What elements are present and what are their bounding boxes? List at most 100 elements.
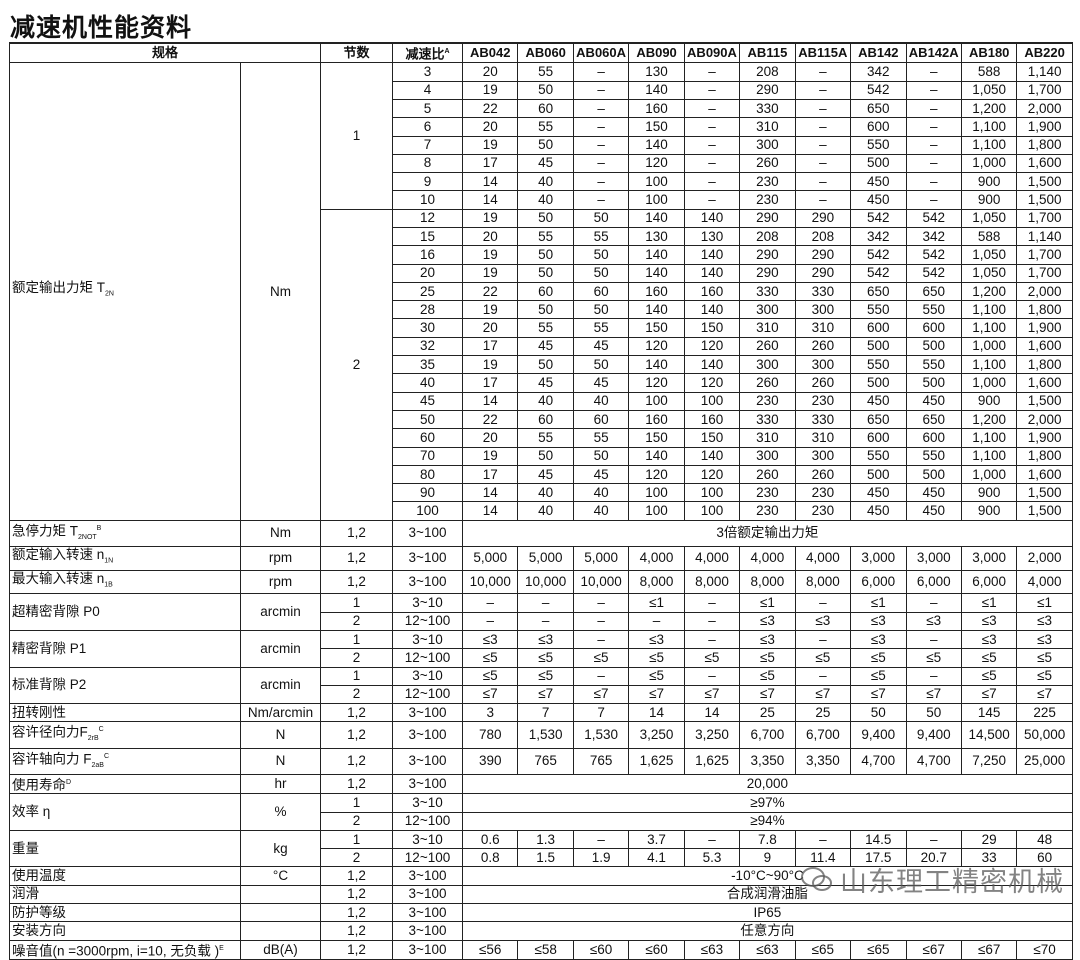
row-label: 安装方向 (9, 921, 241, 941)
row-ratio: 25 (392, 281, 464, 302)
row-label: 标准背隙 P2 (9, 666, 241, 705)
value-cell: – (905, 98, 962, 119)
value-cell-merged: 3倍额定输出力矩 (462, 519, 1073, 547)
header-row: 规格 节数 减速比A AB042 AB060 AB060A AB090 AB090A AB… (8, 42, 1073, 64)
row-label-text: 精密背隙 P1 (12, 640, 87, 656)
value-cell: 140 (683, 446, 741, 466)
row-label-text: 润滑 (12, 886, 39, 902)
value-cell: 33 (960, 848, 1018, 868)
value-cell: 900 (960, 190, 1018, 210)
table-row: 超精密背隙 P0 arcmin 1 3~10– – – ≤1– ≤1– ≤1– ≤1 ≤1 (9, 593, 1073, 631)
value-cell: 140 (628, 446, 685, 466)
value-cell: – (794, 593, 852, 613)
row-label-sub: 2N (105, 290, 114, 298)
value-cell: 3 (462, 703, 519, 723)
value-cell: 60 (517, 409, 574, 430)
value-cell: 6,700 (739, 721, 796, 749)
row-ratio: 5 (392, 98, 464, 119)
row-stage: 1 (320, 829, 394, 850)
row-ratio: 30 (392, 318, 464, 338)
row-ratio: 12~100 (392, 684, 464, 705)
value-cell: 1,100 (960, 428, 1018, 448)
value-cell: 160 (628, 98, 685, 119)
value-cell: – (683, 611, 741, 631)
value-cell: ≤7 (1016, 684, 1073, 705)
value-cell: 55 (517, 428, 574, 448)
value-cell: – (572, 135, 630, 155)
value-cell: 50,000 (1016, 721, 1073, 749)
value-cell: 14 (462, 172, 519, 192)
table-row: 100 14 40 40 100 100 230 230 450 450 900 1,500 (10, 501, 1073, 521)
value-cell: 300 (739, 446, 796, 466)
value-cell: 1,600 (1016, 373, 1073, 393)
value-cell: – (794, 172, 852, 192)
value-cell: – (683, 829, 741, 850)
value-cell: 8,000 (628, 569, 685, 595)
value-cell: – (905, 829, 962, 850)
row-unit: arcmin (239, 666, 322, 705)
value-cell: 140 (628, 263, 685, 283)
value-cell: ≤5 (628, 666, 685, 686)
row-ratio: 3~100 (392, 921, 464, 941)
row-label: 使用寿命D (9, 773, 241, 795)
value-cell: 45 (572, 464, 630, 485)
value-cell: ≤3 (1016, 629, 1073, 650)
value-cell: 3,250 (683, 721, 741, 749)
value-cell: 1,500 (1016, 483, 1073, 503)
value-cell: – (683, 666, 741, 686)
value-cell: 17 (462, 336, 519, 357)
value-cell: 50 (850, 703, 907, 723)
value-cell: 40 (572, 501, 630, 521)
value-cell: 1,800 (1016, 355, 1073, 375)
value-cell: 50 (572, 208, 630, 229)
header-model: AB090 (628, 42, 685, 64)
value-cell: 7.8 (739, 829, 796, 850)
value-cell: ≤1 (1016, 593, 1073, 613)
row-label-text: 使用温度 (12, 868, 66, 884)
value-cell: ≤7 (517, 684, 574, 705)
value-cell: ≤67 (960, 939, 1018, 960)
value-cell: 1,500 (1016, 172, 1073, 192)
value-cell: – (462, 593, 519, 613)
value-cell: 140 (628, 80, 685, 100)
table-row: 噪音值(n =3000rpm, i=10, 无负载 )E dB(A) 1,2 3~10… (9, 939, 1073, 960)
value-cell: ≤5 (850, 648, 907, 668)
table-row: 2 12~100– – – – – ≤3 ≤3 ≤3 ≤3 ≤3 ≤3 (10, 611, 1073, 631)
table-row: 容许径向力F2rBC N 1,2 3~100 780 1,530 1,530 3,250 3,2… (9, 721, 1073, 749)
value-cell: – (794, 629, 852, 650)
value-cell: 6,000 (905, 569, 962, 595)
value-cell: – (572, 829, 630, 850)
value-cell: ≤63 (739, 939, 796, 960)
row-label-sub: 2aB (91, 761, 104, 769)
row-label-sub: 2rB (87, 735, 99, 743)
row-ratio: 12~100 (392, 648, 464, 668)
value-cell: 50 (572, 300, 630, 320)
table-row: 润滑 1,2 3~100 合成润滑油脂 (9, 884, 1073, 905)
row-ratio: 10 (392, 190, 464, 210)
row-stage: 1,2 (320, 939, 394, 960)
value-cell: 780 (462, 721, 519, 749)
value-cell: ≤3 (960, 629, 1018, 650)
value-cell: 150 (628, 428, 685, 448)
table-row: 40 17 45 45 120 120 260 260 500 500 1,000 1,600 (10, 373, 1073, 393)
row-stage: 1 (320, 793, 394, 813)
value-cell: – (905, 172, 962, 192)
value-cell: 3,350 (739, 747, 796, 775)
value-cell: ≤3 (905, 611, 962, 631)
value-cell: 140 (628, 355, 685, 375)
value-cell: 5.3 (683, 848, 741, 868)
value-cell: 1,530 (517, 721, 574, 749)
value-cell: ≤5 (517, 648, 574, 668)
row-label-text: 安装方向 (12, 922, 66, 938)
table-row: 70 19 50 50 140 140 300 300 550 550 1,100 1,800 (10, 446, 1073, 466)
row-unit: arcmin (239, 593, 322, 631)
value-cell: 1.9 (572, 848, 630, 868)
table-row: 6 20 55–150–310–600–1,100 1,900 (10, 117, 1073, 137)
value-cell: 9 (739, 848, 796, 868)
value-cell: 150 (628, 318, 685, 338)
value-cell: 3,350 (794, 747, 852, 775)
value-cell: 330 (739, 281, 796, 302)
value-cell: 14.5 (850, 829, 907, 850)
row-ratio: 90 (392, 483, 464, 503)
value-cell: 100 (628, 391, 685, 411)
